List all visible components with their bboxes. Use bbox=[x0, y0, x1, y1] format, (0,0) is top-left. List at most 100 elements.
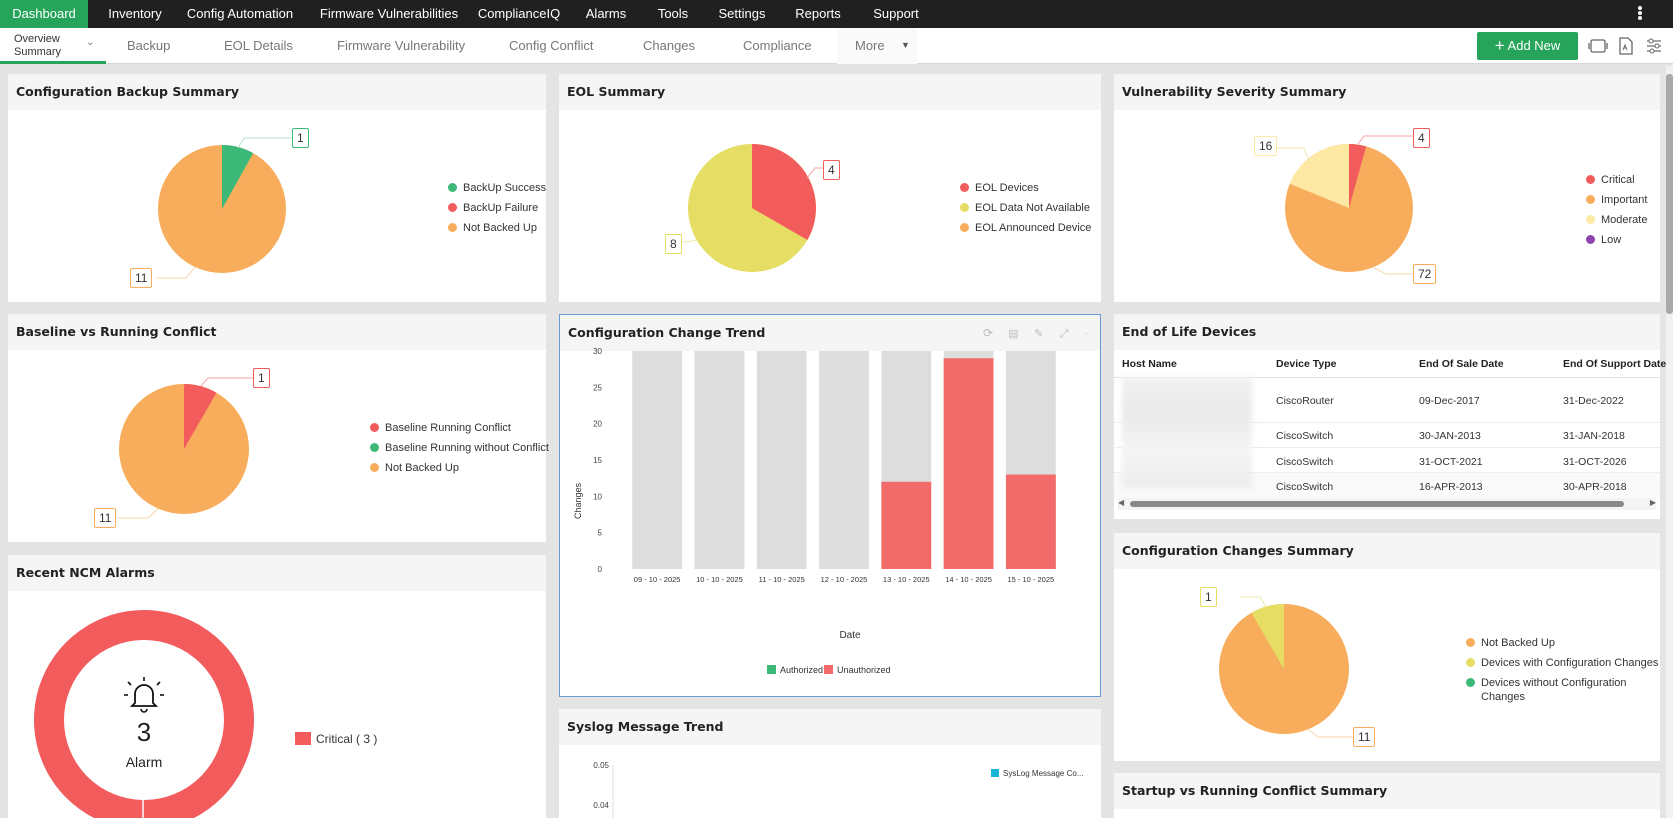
legend-item: EOL Devices bbox=[960, 178, 1091, 198]
add-new-button[interactable]: + Add New bbox=[1477, 32, 1578, 60]
tab-firmware-vulnerability[interactable]: Firmware Vulnerability bbox=[337, 38, 466, 53]
panel-syslog-trend: Syslog Message Trend 0.05 0.04 SysLog Me… bbox=[559, 709, 1101, 818]
horizontal-scrollbar[interactable]: ◀ ▶ bbox=[1118, 498, 1656, 510]
changes-summary-pie bbox=[1219, 596, 1354, 738]
y-tick-label: 25 bbox=[593, 383, 602, 392]
nav-reports[interactable]: Reports bbox=[795, 6, 841, 21]
pie-slice-backup-success bbox=[222, 145, 254, 209]
nav-support[interactable]: Support bbox=[873, 6, 919, 21]
bell-icon bbox=[124, 677, 164, 713]
y-tick-label: 0.05 bbox=[593, 761, 609, 770]
col-header-end-of-sale[interactable]: End Of Sale Date bbox=[1419, 358, 1504, 370]
legend-item: BackUp Success bbox=[448, 178, 546, 198]
table-cell: CiscoSwitch bbox=[1276, 481, 1334, 493]
panel-title: End of Life Devices bbox=[1114, 314, 1660, 350]
y-tick-label: 0 bbox=[598, 565, 603, 574]
alarm-count: 3 bbox=[136, 717, 152, 747]
legend-item: Critical bbox=[1586, 170, 1647, 190]
legend-item: Not Backed Up bbox=[1466, 633, 1658, 653]
pie-slice-moderate bbox=[1289, 144, 1349, 208]
panel-title: Recent NCM Alarms bbox=[8, 555, 546, 591]
nav-inventory[interactable]: Inventory bbox=[108, 6, 162, 21]
tab-backup[interactable]: Backup bbox=[127, 38, 171, 53]
export-icon[interactable]: ▤ bbox=[1008, 328, 1019, 340]
legend-item: Devices with Configuration Changes bbox=[1466, 653, 1658, 673]
tv-mode-icon[interactable] bbox=[1588, 36, 1608, 56]
legend-unauthorized: Unauthorized bbox=[837, 665, 891, 675]
more-options-icon[interactable] bbox=[1637, 5, 1643, 23]
table-cell: 30-APR-2018 bbox=[1563, 481, 1627, 493]
add-new-label: Add New bbox=[1507, 38, 1561, 53]
tab-eol-details[interactable]: EOL Details bbox=[224, 38, 293, 53]
y-tick-label: 20 bbox=[593, 420, 602, 429]
panel-baseline-conflict: Baseline vs Running Conflict 1 11 Baseli… bbox=[8, 314, 549, 542]
legend-item: Not Backed Up bbox=[370, 458, 549, 478]
nav-tools[interactable]: Tools bbox=[657, 6, 689, 21]
tab-changes[interactable]: Changes bbox=[643, 38, 696, 53]
refresh-icon[interactable]: ⟳ bbox=[983, 326, 994, 340]
x-tick-label: 10 - 10 - 2025 bbox=[696, 575, 743, 584]
legend-critical[interactable]: Critical ( 3 ) bbox=[295, 732, 377, 746]
bar-unauthorized bbox=[1005, 474, 1056, 569]
legend-swatch-unauthorized bbox=[824, 665, 833, 674]
pie-slice-critical bbox=[1349, 144, 1367, 208]
panel-title: Vulnerability Severity Summary bbox=[1114, 74, 1660, 110]
callout-not-backed-up: 11 bbox=[1353, 727, 1376, 747]
syslog-chart: 0.05 0.04 SysLog Message Co... bbox=[593, 761, 1083, 818]
more-label: More bbox=[855, 38, 885, 53]
x-tick-label: 13 - 10 - 2025 bbox=[883, 575, 930, 584]
alarms-donut bbox=[34, 610, 254, 818]
settings-sliders-icon[interactable] bbox=[1644, 36, 1664, 56]
tab-summary-label: Summary bbox=[14, 46, 62, 58]
table-cell: CiscoRouter bbox=[1276, 395, 1334, 407]
callout-with-changes: 1 bbox=[1200, 587, 1217, 607]
scrollbar-thumb[interactable] bbox=[1666, 74, 1673, 314]
panel-eol-summary: EOL Summary 4 8 EOL Devices EOL Data Not… bbox=[559, 74, 1101, 302]
tab-overview-summary[interactable]: Overview Summary ⌄ bbox=[0, 28, 106, 64]
legend-authorized: Authorized bbox=[780, 665, 823, 675]
tab-config-conflict[interactable]: Config Conflict bbox=[509, 38, 594, 53]
panel-title: Configuration Change Trend bbox=[560, 315, 1100, 351]
col-header-end-of-support[interactable]: End Of Support Date bbox=[1563, 358, 1667, 370]
edit-icon[interactable]: ✎ bbox=[1034, 328, 1044, 340]
col-header-host-name[interactable]: Host Name bbox=[1122, 358, 1177, 370]
delete-icon[interactable]: ▫ bbox=[1084, 328, 1089, 340]
table-cell: 31-OCT-2026 bbox=[1563, 456, 1627, 468]
col-header-device-type[interactable]: Device Type bbox=[1276, 358, 1337, 370]
chevron-down-icon[interactable]: ⌄ bbox=[86, 37, 95, 48]
x-tick-label: 09 - 10 - 2025 bbox=[634, 575, 681, 584]
legend-swatch bbox=[295, 732, 311, 745]
expand-icon[interactable]: ⤢ bbox=[1059, 328, 1069, 340]
nav-config-automation[interactable]: Config Automation bbox=[186, 6, 294, 21]
bar-background bbox=[694, 351, 745, 569]
nav-settings[interactable]: Settings bbox=[718, 6, 766, 21]
vulnerability-pie bbox=[1260, 135, 1414, 275]
pdf-export-icon[interactable] bbox=[1616, 36, 1636, 56]
nav-complianceiq[interactable]: ComplianceIQ bbox=[477, 6, 561, 21]
legend-item-cont: Changes bbox=[1481, 691, 1526, 703]
sub-nav: Overview Summary ⌄ Backup EOL Details Fi… bbox=[0, 28, 1673, 64]
legend: Not Backed Up Devices with Configuration… bbox=[1466, 633, 1658, 704]
panel-toolbar: ⟳ ▤ ✎ ⤢ ▫ bbox=[983, 326, 1094, 341]
y-tick-label: 10 bbox=[593, 492, 602, 501]
legend-item: Baseline Running without Conflict bbox=[370, 438, 549, 458]
nav-dashboard[interactable]: Dashboard bbox=[0, 0, 88, 28]
panel-changes-summary: Configuration Changes Summary 1 11 Not B… bbox=[1114, 533, 1660, 761]
y-tick-label: 0.04 bbox=[593, 801, 609, 810]
plus-icon: + bbox=[1494, 36, 1505, 55]
page-scrollbar[interactable] bbox=[1666, 66, 1673, 818]
legend-item: Moderate bbox=[1586, 210, 1647, 230]
pie-slice-eol-devices bbox=[752, 144, 816, 240]
tab-more[interactable]: More ▼ bbox=[837, 28, 917, 64]
pie-slice-with-changes bbox=[1251, 604, 1284, 669]
nav-alarms[interactable]: Alarms bbox=[585, 6, 627, 21]
legend: Baseline Running Conflict Baseline Runni… bbox=[370, 418, 549, 478]
tab-compliance[interactable]: Compliance bbox=[743, 38, 812, 53]
table-cell: CiscoSwitch bbox=[1276, 456, 1334, 468]
host-name-redacted bbox=[1122, 376, 1252, 488]
legend-item: BackUp Failure bbox=[448, 198, 546, 218]
callout-not-backed-up: 11 bbox=[130, 268, 153, 288]
config-backup-pie bbox=[156, 137, 293, 279]
nav-firmware-vulnerabilities[interactable]: Firmware Vulnerabilities bbox=[319, 6, 459, 21]
x-tick-label: 12 - 10 - 2025 bbox=[821, 575, 868, 584]
